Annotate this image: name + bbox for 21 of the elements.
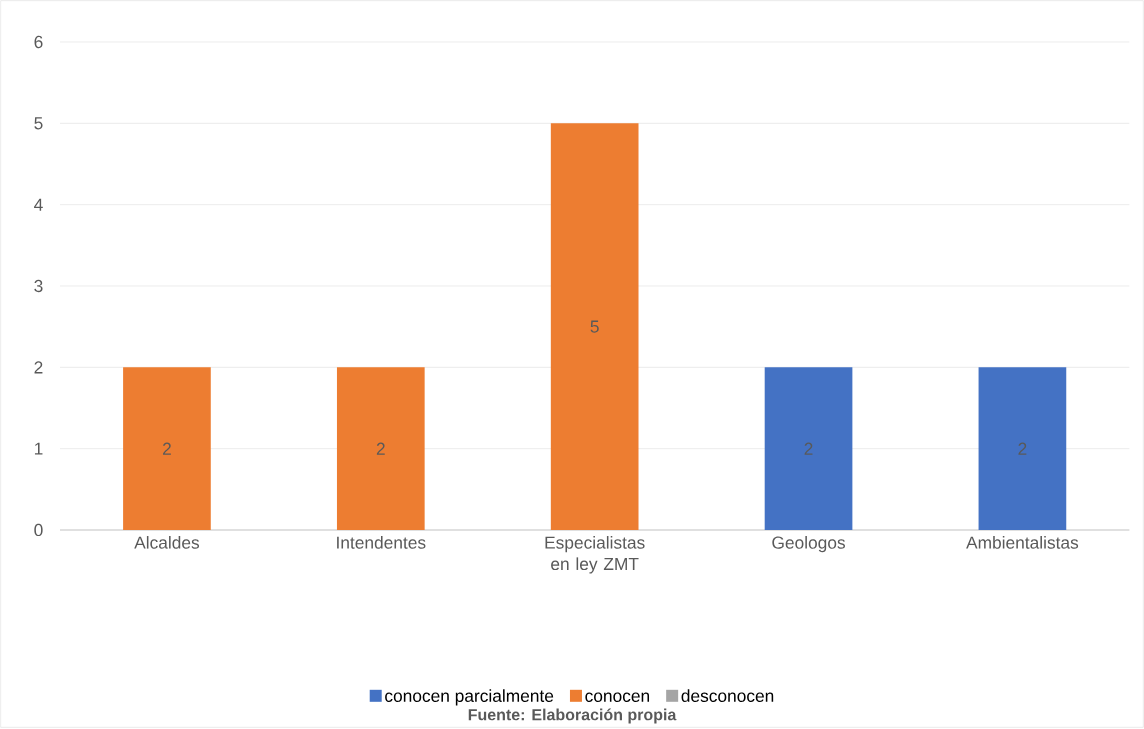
source-note: Fuente: Elaboración propia [468,708,677,724]
y-tick-label: 5 [34,117,43,130]
x-tick-label: Intendentes [337,535,426,549]
y-tick-label: 6 [34,35,43,48]
y-tick-label: 0 [34,523,43,536]
data-label: 5 [590,320,599,333]
data-label: 2 [376,442,385,455]
legend-label: desconocen [681,689,774,702]
y-tick-label: 3 [34,279,43,292]
y-tick-label: 1 [34,442,43,455]
x-tick-label: Geologos [772,535,846,553]
data-label: 2 [163,442,171,455]
legend-label: conocen parcialmente [385,689,554,706]
data-label: 2 [1018,442,1027,455]
data-label: 2 [804,442,813,455]
y-tick-label: 4 [34,198,43,211]
x-tick-label: Especialistas en ley ZMT [545,535,645,574]
legend-label: conocen [585,692,650,702]
y-tick-label: 2 [34,361,43,374]
x-tick-label: Alcaldes [134,535,200,549]
x-tick-label: Ambientalistas [966,535,1079,549]
